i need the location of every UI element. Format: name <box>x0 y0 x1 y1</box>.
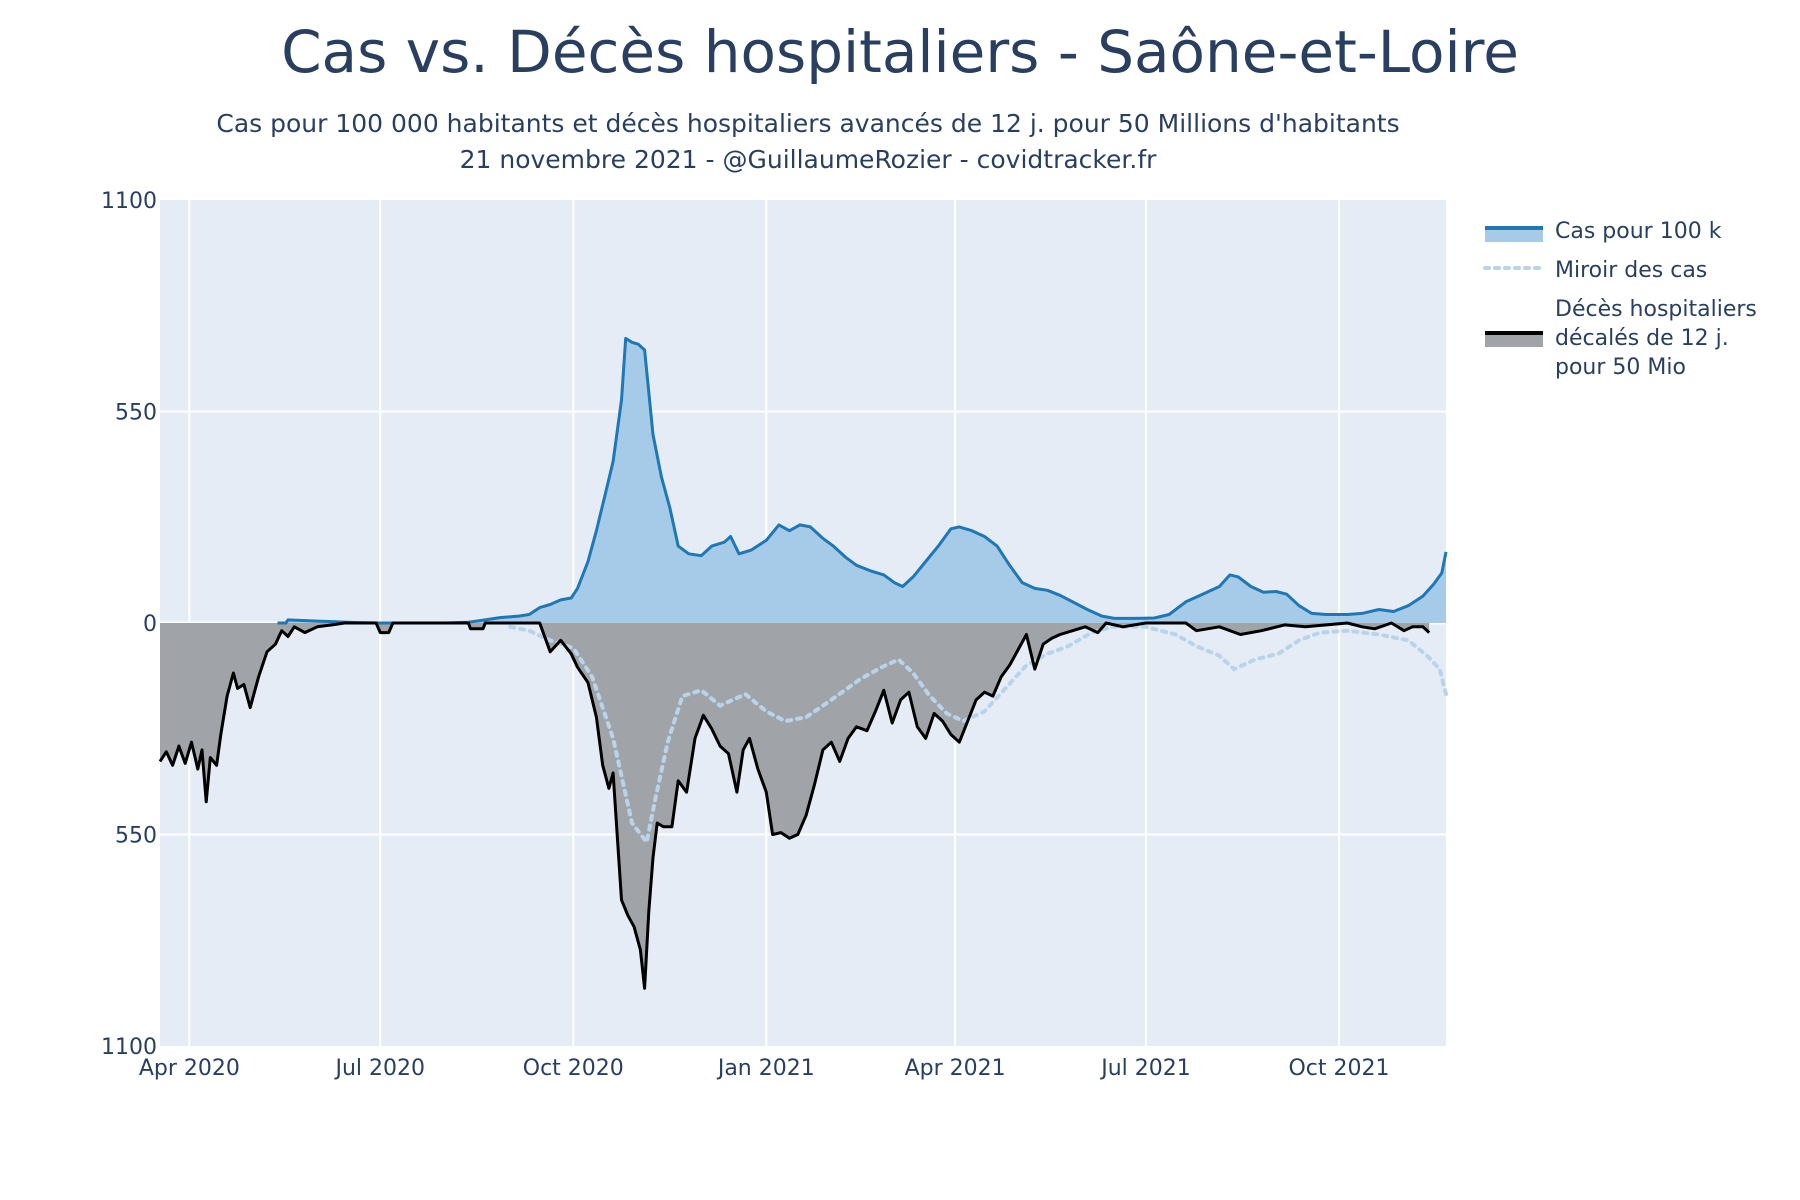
x-tick-label: Jul 2021 <box>1099 1056 1191 1081</box>
legend-label-cases: Cas pour 100 k <box>1555 219 1722 244</box>
x-tick-label: Apr 2020 <box>139 1056 240 1081</box>
y-tick-label: 0 <box>143 612 157 637</box>
legend-swatch-cases <box>1485 228 1543 242</box>
x-tick-label: Oct 2020 <box>523 1056 624 1081</box>
subtitle-line-1: Cas pour 100 000 habitants et décès hosp… <box>216 109 1400 138</box>
legend-label-deaths-line: décalés de 12 j. <box>1555 326 1729 351</box>
legend-label-deaths-line: Décès hospitaliers <box>1555 297 1757 322</box>
y-tick-label: 1100 <box>101 189 157 214</box>
subtitle-line-2: 21 novembre 2021 - @GuillaumeRozier - co… <box>459 145 1157 174</box>
legend-label-deaths-line: pour 50 Mio <box>1555 355 1686 380</box>
legend-swatch-deaths <box>1485 333 1543 347</box>
legend-label-mirror: Miroir des cas <box>1555 258 1707 283</box>
y-tick-label: 1100 <box>101 1035 157 1060</box>
series-layer <box>158 336 1448 990</box>
x-tick-label: Jan 2021 <box>716 1056 815 1081</box>
legend[interactable]: Cas pour 100 k Miroir des cas Décès hospit… <box>1483 219 1757 380</box>
x-tick-label: Jul 2020 <box>334 1056 426 1081</box>
x-tick-label: Apr 2021 <box>905 1056 1006 1081</box>
cases-line <box>277 336 1448 625</box>
axis-layer: Apr 2020 Jul 2020 Oct 2020 Jan 2021 Apr 2021… <box>101 189 1390 1081</box>
mirror-line <box>508 624 1448 847</box>
y-tick-label: 550 <box>115 824 157 849</box>
chart-subtitle: Cas pour 100 000 habitants et décès hosp… <box>0 106 1616 178</box>
x-tick-label: Oct 2021 <box>1288 1056 1389 1081</box>
y-tick-label: 550 <box>115 401 157 426</box>
deaths-area <box>160 623 1430 989</box>
deaths-line <box>158 621 1431 990</box>
chart-title: Cas vs. Décès hospitaliers - Saône-et-Lo… <box>281 18 1519 86</box>
